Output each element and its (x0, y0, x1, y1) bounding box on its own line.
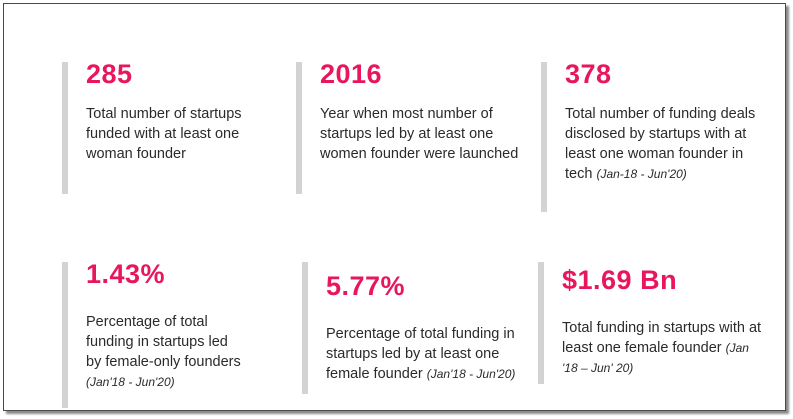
stat-value: 2016 (320, 59, 383, 89)
stat-female-only-share: 1.43% Percentage of total funding in sta… (62, 259, 246, 408)
stat-total-funding: $1.69 Bn Total funding in startups with … (538, 262, 762, 384)
stat-description: Total funding in startups with at least … (562, 318, 762, 378)
stat-description: Year when most number of startups led by… (320, 104, 520, 164)
stat-description-text: Total funding in startups with at least … (562, 320, 762, 356)
stat-description-text: Year when most number of startups led by… (320, 106, 519, 162)
stats-panel: 285 Total number of startups funded with… (3, 3, 786, 411)
stat-description-text: Total number of startups funded with at … (86, 106, 242, 162)
stat-note: (Jan '18 – Jun' 20) (562, 341, 749, 375)
stat-note: (Jan'18 - Jun'20) (86, 375, 175, 389)
stat-description-text: Total number of funding deals disclosed … (565, 106, 756, 182)
stat-description: Percentage of total funding in startups … (326, 324, 522, 384)
stat-description: Total number of funding deals disclosed … (565, 104, 761, 184)
stat-peak-launch-year: 2016 Year when most number of startups l… (296, 59, 520, 194)
stat-description-text: Percentage of total funding in startups … (86, 314, 241, 370)
stat-startups-funded: 285 Total number of startups funded with… (62, 59, 281, 194)
stat-description: Total number of startups funded with at … (86, 104, 281, 164)
stat-description-text: Percentage of total funding in startups … (326, 326, 515, 382)
stat-value: 5.77% (326, 271, 406, 301)
stat-value: $1.69 Bn (562, 265, 678, 295)
stat-funding-deals: 378 Total number of funding deals disclo… (541, 59, 761, 212)
stat-description: Percentage of total funding in startups … (86, 312, 246, 392)
stat-one-female-share: 5.77% Percentage of total funding in sta… (302, 262, 522, 394)
stat-value: 378 (565, 59, 612, 89)
stat-value: 1.43% (86, 259, 166, 289)
stat-value: 285 (86, 59, 133, 89)
stat-note: (Jan'18 - Jun'20) (426, 367, 516, 381)
stat-note: (Jan-18 - Jun'20) (596, 167, 687, 181)
